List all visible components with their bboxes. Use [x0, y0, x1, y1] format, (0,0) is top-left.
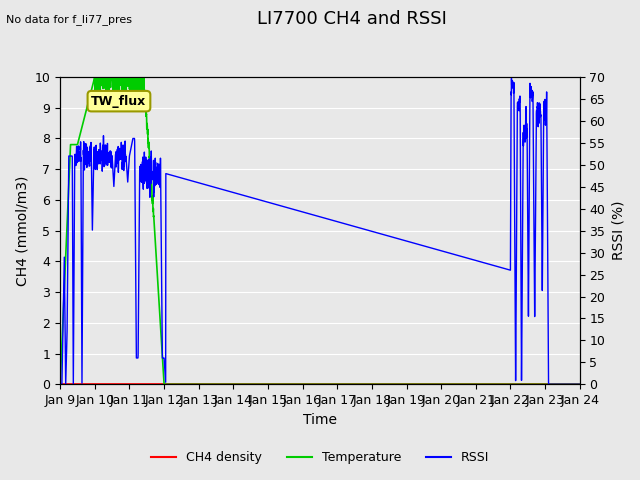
Legend: CH4 density, Temperature, RSSI: CH4 density, Temperature, RSSI	[146, 446, 494, 469]
Text: TW_flux: TW_flux	[92, 95, 147, 108]
Text: No data for f_li77_pres: No data for f_li77_pres	[6, 14, 132, 25]
X-axis label: Time: Time	[303, 413, 337, 427]
Y-axis label: CH4 (mmol/m3): CH4 (mmol/m3)	[15, 176, 29, 286]
Y-axis label: RSSI (%): RSSI (%)	[611, 201, 625, 261]
Text: LI7700 CH4 and RSSI: LI7700 CH4 and RSSI	[257, 10, 447, 28]
